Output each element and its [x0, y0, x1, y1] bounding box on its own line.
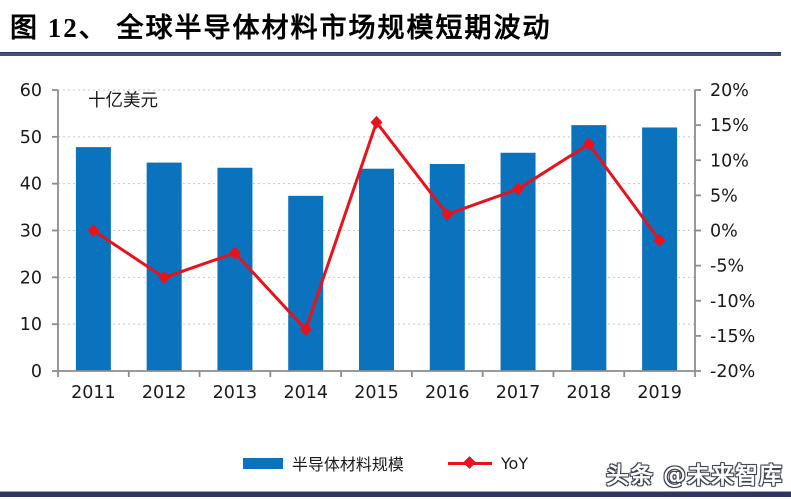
yoy-point-2015 [370, 115, 383, 129]
combo-chart: 60 50 40 30 20 10 0 20% 15% 10% 5% 0% -5% -10% -15% -20… [20, 81, 756, 403]
yoy-point-2017 [512, 182, 525, 196]
line-series-swatch [447, 455, 492, 470]
bar-2015 [359, 168, 394, 371]
left-axis-label: 20 [20, 268, 42, 288]
bar-2018 [571, 125, 607, 371]
yoy-point-2016 [441, 207, 454, 221]
x-axis-label: 2019 [637, 383, 682, 403]
bar-series-swatch [242, 457, 283, 469]
right-axis-label: 10% [710, 151, 749, 171]
right-axis-label: -5% [710, 257, 744, 277]
legend-item-bar-series: 半导体材料规模 [242, 451, 404, 475]
yoy-point-2012 [158, 271, 171, 285]
left-axis-label: 40 [20, 175, 42, 195]
figure-title: 图 12、 全球半导体材料市场规模短期波动 [10, 13, 552, 43]
x-axis-label: 2012 [142, 383, 187, 403]
x-axis-label: 2015 [354, 383, 399, 403]
right-axis-label: -15% [710, 327, 755, 347]
x-axis-label: 2013 [213, 383, 258, 403]
line-series-label: YoY [500, 453, 529, 473]
bar-2013 [217, 167, 253, 371]
title-underline [0, 52, 781, 56]
right-axis-label: 15% [710, 116, 749, 136]
watermark: 头条 @未来智库 [605, 463, 783, 489]
right-axis-label: 20% [710, 81, 749, 101]
left-axis-label: 30 [20, 222, 42, 242]
legend-item-line-series: YoY [447, 453, 529, 473]
x-axis-label: 2014 [283, 383, 328, 403]
bar-2016 [429, 163, 465, 371]
right-axis-label: 0% [710, 222, 738, 242]
x-axis-label: 2016 [425, 383, 470, 403]
yoy-point-2013 [228, 246, 241, 260]
left-axis-label: 60 [20, 81, 42, 101]
x-axis-label: 2017 [496, 383, 541, 403]
bottom-divider [0, 491, 791, 497]
bar-2019 [642, 127, 678, 371]
bar-2014 [288, 195, 324, 371]
right-axis-label: -20% [710, 362, 755, 382]
bar-2011 [75, 147, 111, 371]
chart-legend: 半导体材料规模 YoY [0, 451, 771, 475]
right-axis-label: 5% [710, 186, 738, 206]
yoy-point-2018 [582, 137, 595, 151]
left-axis-label: 10 [20, 315, 42, 335]
yoy-point-2011 [87, 224, 100, 237]
diamond-marker-icon [463, 455, 476, 469]
chart-area: 60 50 40 30 20 10 0 20% 15% 10% 5% 0% -5% -10% -15% -20… [0, 60, 791, 450]
left-axis-label: 0 [31, 362, 42, 382]
right-axis-label: -10% [710, 292, 755, 312]
yoy-point-2019 [653, 233, 666, 247]
x-axis-label: 2011 [71, 383, 116, 403]
left-axis-unit-label: 十亿美元 [88, 91, 158, 111]
bar-series-label: 半导体材料规模 [291, 455, 404, 474]
yoy-point-2014 [299, 323, 312, 337]
left-axis-label: 50 [20, 128, 42, 148]
bar-2012 [146, 162, 182, 371]
x-axis-label: 2018 [567, 383, 612, 403]
